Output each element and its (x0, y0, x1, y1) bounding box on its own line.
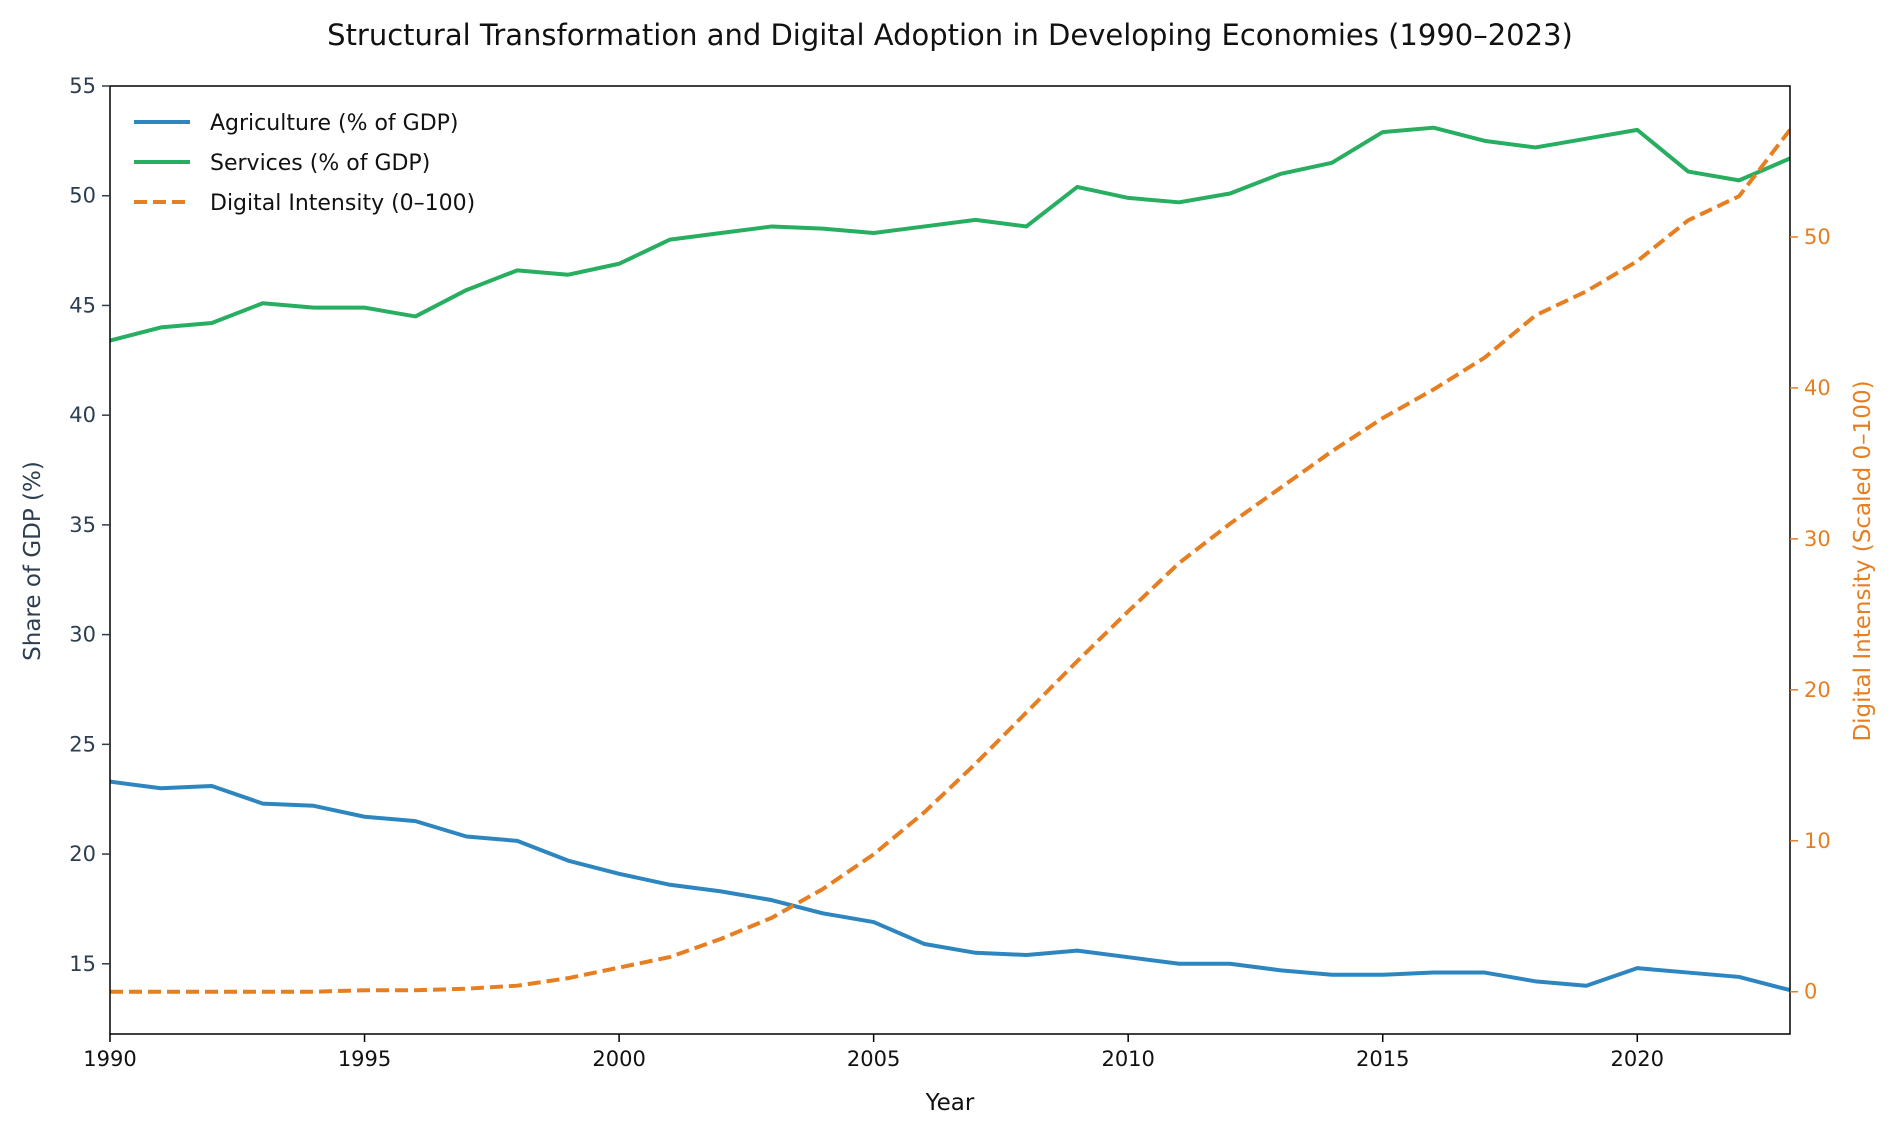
y-right-tick-label: 20 (1804, 678, 1831, 702)
legend-label-3: Digital Intensity (0–100) (210, 191, 475, 216)
y-left-tick-label: 25 (69, 732, 96, 756)
legend-label-1: Agriculture (% of GDP) (210, 111, 459, 136)
y-right-tick-label: 10 (1804, 829, 1831, 853)
y-right-tick-label: 50 (1804, 225, 1831, 249)
legend-label-2: Services (% of GDP) (210, 151, 430, 176)
y-left-tick-label: 30 (69, 623, 96, 647)
axes-layer: 1990 1995 2000 2005 2010 2015 2020152025303540… (69, 74, 1830, 1071)
y-right-tick-label: 0 (1804, 980, 1817, 1004)
x-tick-label: 1995 (338, 1047, 391, 1071)
x-tick-label: 2000 (592, 1047, 645, 1071)
y-left-tick-label: 45 (69, 293, 96, 317)
y-right-tick-label: 40 (1804, 376, 1831, 400)
y-left-tick-label: 55 (69, 74, 96, 98)
y-left-tick-label: 15 (69, 952, 96, 976)
y-left-tick-label: 35 (69, 513, 96, 537)
plot-frame (109, 85, 1791, 1035)
legend: Agriculture (% of GDP) Services (% of GDP… (134, 111, 475, 216)
y-left-tick-label: 50 (69, 184, 96, 208)
y-axis-left-title: Share of GDP (%) (20, 461, 46, 661)
x-tick-label: 2015 (1356, 1047, 1409, 1071)
y-left-tick-label: 40 (69, 403, 96, 427)
series-line-2 (110, 125, 1790, 343)
series-line-1 (110, 779, 1790, 993)
series-line-3 (110, 128, 1790, 994)
series-layer (110, 125, 1790, 994)
x-axis-title: Year (925, 1090, 975, 1116)
x-tick-label: 2005 (847, 1047, 900, 1071)
y-left-tick-label: 20 (69, 842, 96, 866)
y-axis-right-title: Digital Intensity (Scaled 0–100) (1850, 380, 1876, 741)
x-tick-label: 1990 (83, 1047, 136, 1071)
chart-title: Structural Transformation and Digital Ad… (327, 18, 1573, 52)
x-tick-label: 2010 (1101, 1047, 1154, 1071)
x-tick-label: 2020 (1611, 1047, 1664, 1071)
y-right-tick-label: 30 (1804, 527, 1831, 551)
